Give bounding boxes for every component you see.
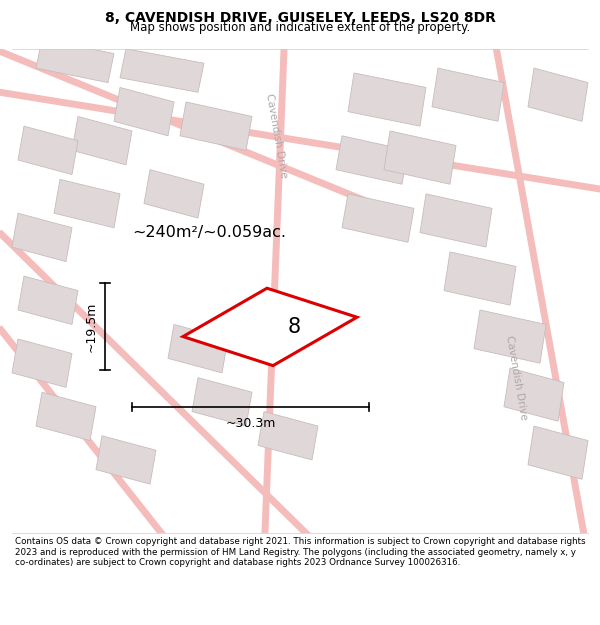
Polygon shape	[432, 68, 504, 121]
Polygon shape	[420, 194, 492, 247]
Text: Cavendish Drive: Cavendish Drive	[263, 92, 289, 179]
Polygon shape	[180, 102, 252, 151]
Polygon shape	[18, 126, 78, 174]
Polygon shape	[36, 39, 114, 82]
Polygon shape	[72, 116, 132, 165]
Polygon shape	[144, 169, 204, 218]
Polygon shape	[342, 194, 414, 242]
Polygon shape	[336, 136, 408, 184]
Polygon shape	[54, 179, 120, 228]
Polygon shape	[504, 368, 564, 421]
Text: 8, CAVENDISH DRIVE, GUISELEY, LEEDS, LS20 8DR: 8, CAVENDISH DRIVE, GUISELEY, LEEDS, LS2…	[104, 11, 496, 25]
Text: ~30.3m: ~30.3m	[226, 418, 275, 431]
Polygon shape	[258, 411, 318, 460]
Polygon shape	[18, 276, 78, 324]
Polygon shape	[183, 288, 357, 366]
Text: ~240m²/~0.059ac.: ~240m²/~0.059ac.	[132, 225, 286, 240]
Polygon shape	[120, 49, 204, 92]
Polygon shape	[36, 392, 96, 441]
Polygon shape	[168, 324, 228, 373]
Polygon shape	[96, 436, 156, 484]
Polygon shape	[192, 378, 252, 426]
Text: Cavendish Drive: Cavendish Drive	[503, 334, 529, 421]
Polygon shape	[444, 252, 516, 305]
Polygon shape	[528, 426, 588, 479]
Polygon shape	[114, 88, 174, 136]
Text: ~19.5m: ~19.5m	[85, 302, 98, 352]
Text: 8: 8	[287, 317, 301, 337]
Polygon shape	[384, 131, 456, 184]
Polygon shape	[348, 73, 426, 126]
Text: Contains OS data © Crown copyright and database right 2021. This information is : Contains OS data © Crown copyright and d…	[15, 537, 586, 567]
Text: Map shows position and indicative extent of the property.: Map shows position and indicative extent…	[130, 21, 470, 34]
Polygon shape	[474, 310, 546, 363]
Polygon shape	[12, 213, 72, 262]
Polygon shape	[12, 339, 72, 388]
Polygon shape	[528, 68, 588, 121]
